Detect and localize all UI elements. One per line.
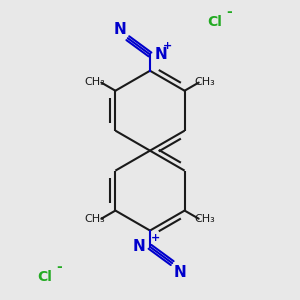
Text: CH₃: CH₃ [85,214,105,224]
Text: N: N [114,22,126,37]
Text: +: + [151,233,160,243]
Text: -: - [226,5,232,19]
Text: N: N [133,239,146,254]
Text: Cl: Cl [38,270,52,284]
Text: N: N [154,47,167,62]
Text: CH₃: CH₃ [195,77,215,87]
Text: N: N [174,265,186,280]
Text: CH₃: CH₃ [195,214,215,224]
Text: Cl: Cl [208,15,223,29]
Text: -: - [56,260,61,274]
Text: +: + [163,41,172,51]
Text: CH₃: CH₃ [85,77,105,87]
